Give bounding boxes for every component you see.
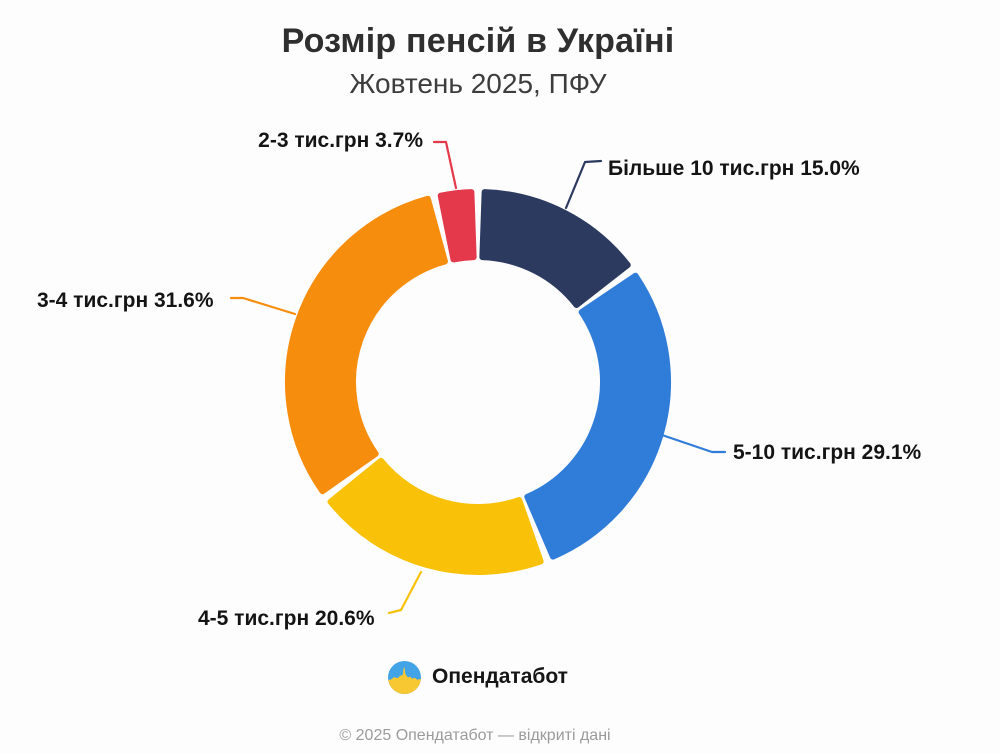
- callout-line-4-5: [387, 570, 423, 615]
- donut-slice-0-bilshe-10: [479, 189, 631, 309]
- slice-label-4-5: 4-5 тис.грн 20.6%: [198, 607, 375, 630]
- callout-line-5-10: [657, 432, 727, 454]
- callout-line-3-4: [229, 296, 297, 316]
- chart-title: Розмір пенсій в Україні: [281, 22, 675, 60]
- brand-row: Опендатабот: [0, 659, 956, 695]
- slice-label-5-10: 5-10 тис.грн 29.1%: [733, 441, 922, 464]
- donut-slice-1-5-10: [524, 272, 671, 560]
- chart-subtitle: Жовтень 2025, ПФУ: [349, 68, 607, 99]
- donut-slices: [285, 189, 671, 575]
- donut-slice-2-4-5: [327, 457, 544, 575]
- donut-slice-3-3-4: [285, 195, 448, 495]
- callout-line-bilshe-10: [564, 159, 603, 210]
- slice-label-3-4: 3-4 тис.грн 31.6%: [37, 289, 214, 312]
- callout-lines: [229, 140, 727, 615]
- slice-label-2-3: 2-3 тис.грн 3.7%: [258, 129, 423, 152]
- callout-line-2-3: [432, 140, 458, 190]
- slice-label-bilshe-10: Більше 10 тис.грн 15.0%: [608, 157, 860, 180]
- donut-slice-4-2-3: [437, 189, 477, 263]
- copyright-text: © 2025 Опендатабот — відкриті дані: [339, 727, 611, 744]
- opendatabot-logo-icon: [388, 660, 422, 694]
- brand-name: Опендатабот: [432, 665, 568, 688]
